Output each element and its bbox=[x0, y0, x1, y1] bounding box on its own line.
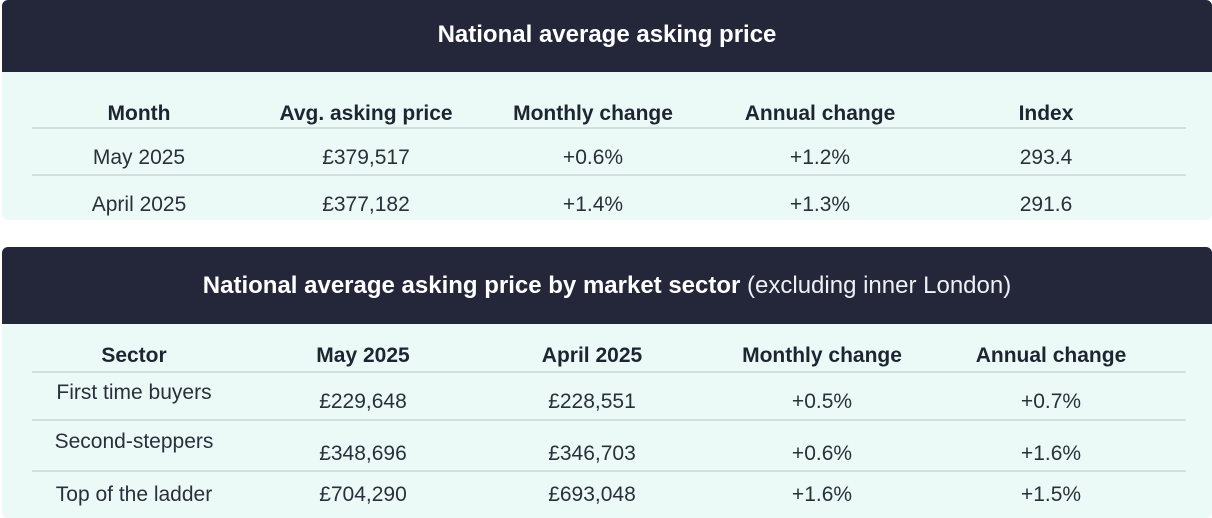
cell-avg-asking-price: £377,182 bbox=[322, 193, 410, 216]
cell-monthly-change: +0.6% bbox=[791, 442, 853, 465]
cell-monthly-change: +1.6% bbox=[791, 483, 853, 506]
cell-april-2025: £346,703 bbox=[548, 442, 636, 465]
table-title-subtitle: (excluding inner London) bbox=[747, 272, 1012, 299]
cell-april-2025: £693,048 bbox=[548, 483, 636, 506]
column-header-month: Month bbox=[107, 102, 171, 125]
column-header-monthly-change: Monthly change bbox=[513, 102, 673, 125]
column-header-avg-asking-price: Avg. asking price bbox=[279, 102, 453, 125]
row-divider bbox=[32, 470, 1186, 472]
cell-monthly-change: +0.6% bbox=[562, 146, 624, 169]
cell-annual-change: +1.6% bbox=[1020, 442, 1082, 465]
cell-april-2025: £228,551 bbox=[548, 390, 636, 413]
cell-may-2025: £348,696 bbox=[319, 442, 407, 465]
table-title-main: National average asking price by market … bbox=[202, 272, 741, 299]
table-title: National average asking price by market … bbox=[2, 247, 1212, 324]
cell-month: April 2025 bbox=[91, 193, 187, 216]
cell-sector: First time buyers bbox=[56, 381, 212, 404]
cell-sector: Second-steppers bbox=[54, 430, 214, 453]
table-title: National average asking price bbox=[2, 0, 1212, 72]
column-header-sector: Sector bbox=[101, 344, 167, 367]
cell-monthly-change: +1.4% bbox=[562, 193, 624, 216]
cell-sector: Top of the ladder bbox=[55, 483, 213, 506]
row-divider bbox=[32, 174, 1186, 176]
cell-avg-asking-price: £379,517 bbox=[322, 146, 410, 169]
national-asking-price-table: National average asking price Month Avg.… bbox=[2, 0, 1212, 220]
cell-annual-change: +0.7% bbox=[1020, 390, 1082, 413]
cell-may-2025: £229,648 bbox=[319, 390, 407, 413]
cell-index: 291.6 bbox=[1019, 193, 1073, 216]
cell-month: May 2025 bbox=[92, 146, 186, 169]
column-header-may-2025: May 2025 bbox=[316, 344, 410, 367]
column-header-annual-change: Annual change bbox=[975, 344, 1127, 367]
column-header-april-2025: April 2025 bbox=[541, 344, 643, 367]
cell-index: 293.4 bbox=[1019, 146, 1073, 169]
column-header-annual-change: Annual change bbox=[744, 102, 896, 125]
cell-annual-change: +1.2% bbox=[789, 146, 851, 169]
market-sector-table: National average asking price by market … bbox=[2, 247, 1212, 518]
cell-monthly-change: +0.5% bbox=[791, 390, 853, 413]
column-header-index: Index bbox=[1018, 102, 1074, 125]
row-divider bbox=[32, 419, 1186, 421]
cell-annual-change: +1.3% bbox=[789, 193, 851, 216]
column-header-monthly-change: Monthly change bbox=[742, 344, 902, 367]
cell-may-2025: £704,290 bbox=[319, 483, 407, 506]
row-divider bbox=[32, 371, 1186, 373]
row-divider bbox=[32, 127, 1186, 129]
cell-annual-change: +1.5% bbox=[1020, 483, 1082, 506]
